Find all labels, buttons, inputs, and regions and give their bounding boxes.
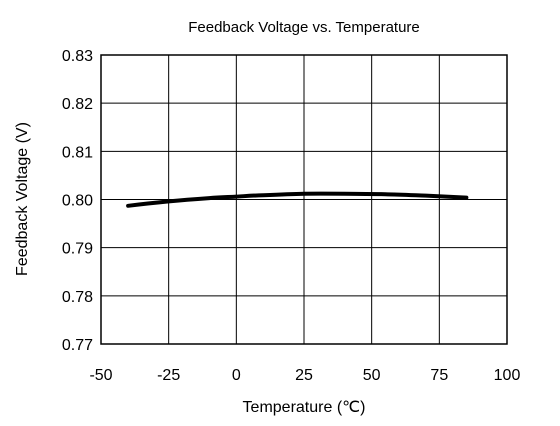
x-tick-label: 100 (494, 367, 521, 384)
y-tick-label: 0.79 (62, 241, 93, 258)
x-tick-label: 75 (430, 367, 448, 384)
grid-lines (100, 54, 508, 345)
x-tick-label: 25 (295, 367, 313, 384)
y-tick-label: 0.77 (62, 337, 93, 354)
plot-frame (100, 54, 508, 345)
y-tick-label: 0.81 (62, 144, 93, 161)
series-layer (126, 191, 469, 208)
y-tick-label: 0.80 (62, 193, 93, 210)
x-tick-label: 0 (232, 367, 241, 384)
x-tick-label: 50 (363, 367, 381, 384)
x-tick-labels: -50 -25 0 25 50 75 100 (89, 367, 520, 384)
y-axis-label: Feedback Voltage (V) (14, 122, 31, 276)
y-tick-label: 0.78 (62, 289, 93, 306)
series-line (126, 191, 469, 208)
y-tick-label: 0.83 (62, 48, 93, 65)
x-tick-label: -50 (89, 367, 112, 384)
x-axis-label: Temperature (℃) (243, 399, 366, 416)
chart-title: Feedback Voltage vs. Temperature (188, 19, 420, 36)
y-tick-label: 0.82 (62, 96, 93, 113)
x-tick-label: -25 (157, 367, 180, 384)
y-tick-labels: 0.77 0.78 0.79 0.80 0.81 0.82 0.83 (62, 48, 93, 354)
